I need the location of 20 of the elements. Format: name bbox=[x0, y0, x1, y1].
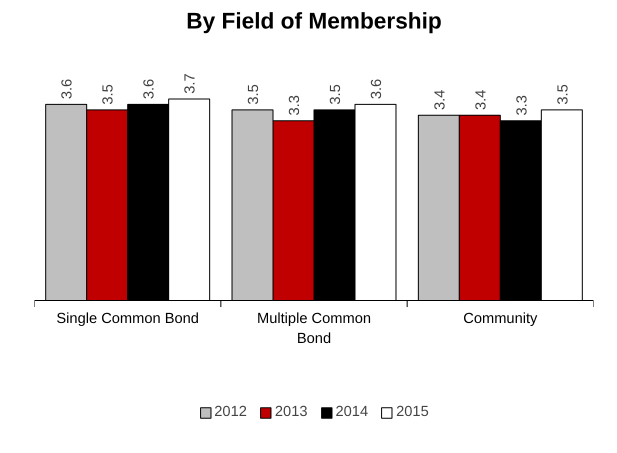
data-label: 3.5 bbox=[100, 84, 117, 105]
legend-label: 2015 bbox=[396, 404, 429, 420]
data-label: 3.6 bbox=[142, 78, 158, 100]
data-label: 3.3 bbox=[287, 95, 304, 116]
data-label: 3.6 bbox=[60, 78, 76, 100]
legend-label: 2014 bbox=[336, 404, 368, 420]
data-label: 3.5 bbox=[246, 84, 262, 105]
data-label: 3.3 bbox=[514, 95, 530, 116]
data-label: 3.4 bbox=[473, 90, 490, 110]
x-tick-label: Community bbox=[463, 310, 538, 327]
data-label: 3.5 bbox=[328, 84, 344, 105]
chart-title: By Field of Membership bbox=[186, 8, 442, 34]
data-label: 3.4 bbox=[432, 90, 448, 110]
legend-label: 2013 bbox=[274, 404, 308, 420]
data-label: 3.7 bbox=[182, 73, 199, 94]
data-label: 3.5 bbox=[555, 84, 572, 105]
x-tick-label: Single Common Bond bbox=[56, 310, 199, 327]
data-label: 3.6 bbox=[368, 78, 385, 100]
x-tick-label: Multiple Common Bond bbox=[256, 310, 372, 347]
legend-label: 2012 bbox=[214, 404, 247, 420]
